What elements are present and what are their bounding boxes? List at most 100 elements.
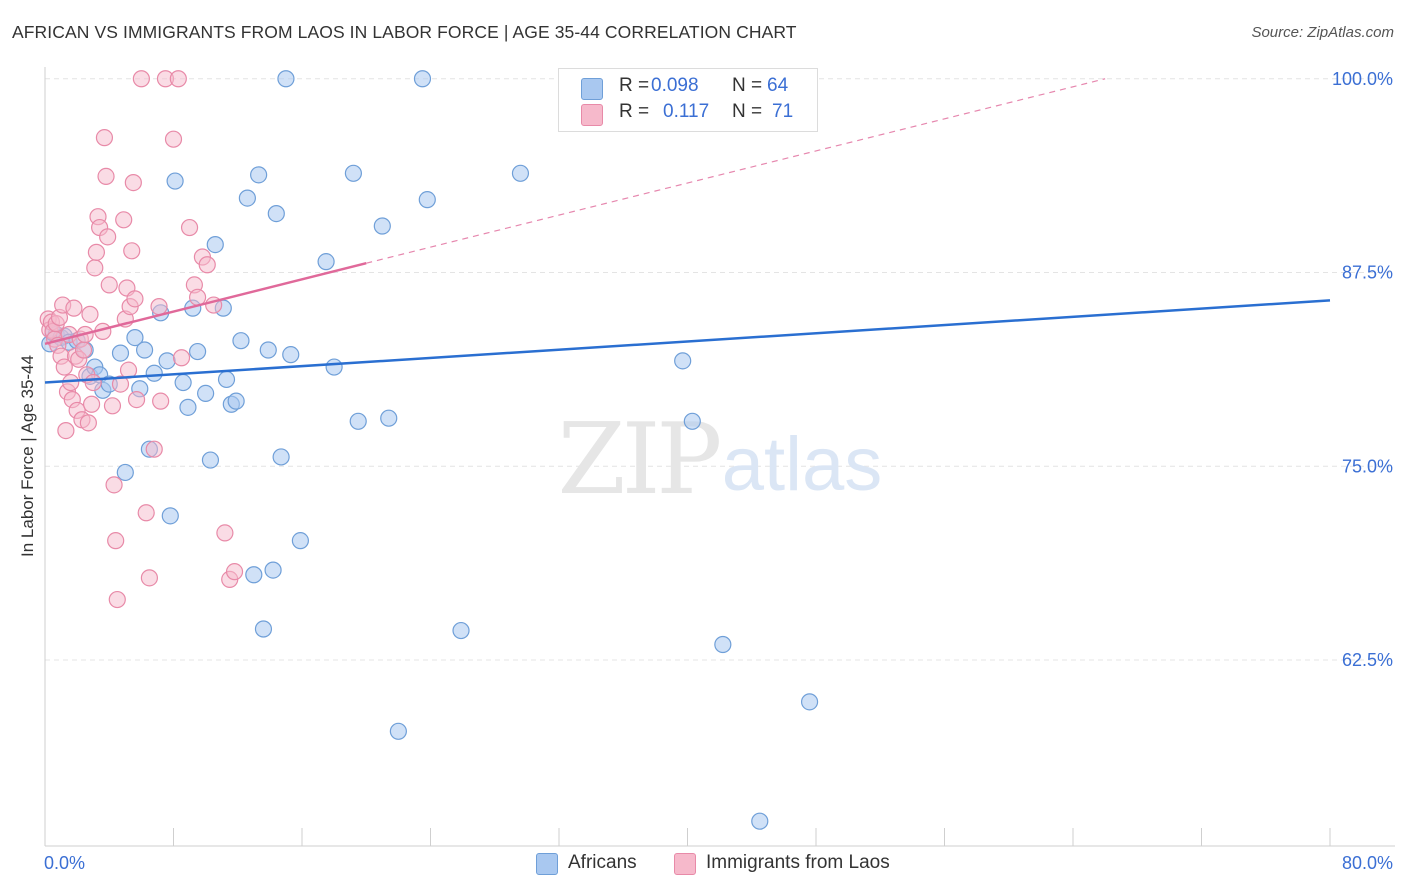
data-point-africans [418,191,436,209]
data-point-laos [99,228,117,246]
data-point-laos [62,373,80,392]
data-point-africans [291,532,309,550]
data-point-laos [97,167,115,185]
data-point-africans [389,722,407,740]
data-point-africans [250,166,268,184]
data-point-laos [137,504,155,522]
data-point-laos [198,256,216,274]
y-tick-label: 100.0% [1332,69,1393,89]
legend-label: Immigrants from Laos [706,852,890,873]
data-point-africans [277,70,295,88]
data-point-africans [264,561,282,579]
data-point-laos [103,397,122,415]
legend-label: Africans [568,852,637,873]
data-point-africans [683,412,701,430]
data-point-laos [107,532,125,550]
data-point-laos [127,391,146,409]
r-value: 0.098 [651,75,699,96]
data-point-laos [86,259,104,277]
data-point-africans [126,329,144,347]
trend-line-africans [44,299,1331,384]
data-point-laos [132,70,150,88]
data-point-laos [124,174,142,192]
data-point-africans [714,635,732,654]
data-point-africans [325,358,343,376]
data-point-africans [272,448,290,466]
r-value: 0.117 [663,101,710,122]
data-point-laos [225,563,244,581]
data-point-africans [135,341,154,359]
data-point-laos [82,395,101,413]
africans-legend-swatch [536,853,558,875]
data-point-laos [169,70,187,88]
legend: Africans Immigrants from Laos [0,851,1406,879]
data-point-laos [145,440,163,458]
data-point-laos [105,476,123,494]
data-point-laos [81,305,99,323]
source-label: Source: ZipAtlas.com [1251,24,1394,41]
africans-points [41,70,819,830]
r-label: R = [619,75,650,96]
data-point-africans [344,164,362,182]
watermark-atlas: atlas [722,422,883,507]
data-point-africans [206,236,224,254]
data-point-africans [145,364,163,382]
correlation-stats-box: R = 0.098 N = 64 R = 0.117 N = 71 [558,68,818,132]
y-tick-labels: 62.5% 75.0% 87.5% 100.0% 0.0% 80.0% [44,69,1393,873]
data-point-africans [166,172,184,190]
data-point-laos [55,358,73,376]
data-point-laos [164,130,183,148]
trend-line-laos [44,261,367,346]
data-point-laos [65,299,83,317]
data-point-africans [174,373,192,392]
data-point-africans [254,620,273,638]
n-value: 71 [772,101,794,122]
data-point-africans [373,217,391,235]
data-point-africans [800,693,819,711]
r-label: R = [619,101,650,122]
data-point-africans [232,332,250,350]
data-point-africans [158,352,176,370]
laos-legend-swatch [674,853,696,875]
data-point-laos [150,298,168,316]
data-point-africans [161,507,179,525]
y-tick-label: 62.5% [1342,650,1393,670]
data-point-laos [108,590,126,609]
data-point-africans [349,412,367,430]
data-point-africans [452,621,470,640]
data-point-laos [140,569,159,587]
laos-points [39,70,244,609]
zipatlas-watermark: ZIP atlas [558,403,883,517]
data-point-laos [152,392,170,410]
n-label: N = [732,75,763,96]
n-label: N = [732,101,763,122]
data-point-africans [201,451,220,469]
data-point-africans [267,205,285,223]
data-point-africans [511,164,530,182]
data-point-laos [172,349,191,367]
data-point-africans [197,384,215,402]
laos-swatch [581,104,603,126]
data-point-africans [282,346,300,364]
data-point-laos [126,290,144,308]
data-point-africans [317,253,335,271]
data-point-africans [245,566,263,584]
data-point-laos [216,524,234,542]
n-value: 64 [767,75,789,96]
data-point-laos [95,129,114,147]
data-point-laos [57,422,75,440]
chart-title: AFRICAN VS IMMIGRANTS FROM LAOS IN LABOR… [12,22,797,42]
data-point-laos [123,242,141,260]
data-point-laos [180,218,199,237]
y-tick-label: 87.5% [1342,263,1393,283]
data-point-africans [259,341,277,359]
data-point-laos [79,414,97,432]
data-point-africans [116,463,134,482]
data-point-africans [380,409,398,427]
grid-lines [45,78,1390,661]
data-point-africans [751,812,769,830]
axes [44,67,1395,847]
x-tick-label: 80.0% [1342,853,1393,873]
data-point-laos [84,373,102,392]
